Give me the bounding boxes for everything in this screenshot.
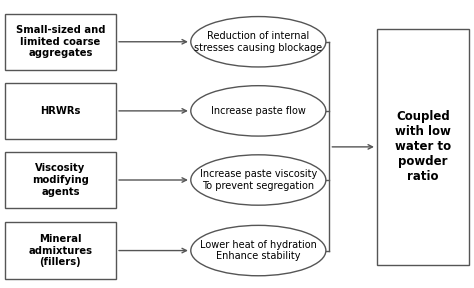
Text: Viscosity
modifying
agents: Viscosity modifying agents (32, 163, 89, 197)
Ellipse shape (191, 86, 326, 136)
Text: HRWRs: HRWRs (40, 106, 81, 116)
Text: Increase paste flow: Increase paste flow (211, 106, 306, 116)
Text: Small-sized and
limited coarse
aggregates: Small-sized and limited coarse aggregate… (16, 25, 105, 58)
Text: Mineral
admixtures
(fillers): Mineral admixtures (fillers) (28, 234, 92, 267)
FancyBboxPatch shape (5, 152, 116, 208)
Text: Increase paste viscosity
To prevent segregation: Increase paste viscosity To prevent segr… (200, 169, 317, 191)
Text: Coupled
with low
water to
powder
ratio: Coupled with low water to powder ratio (395, 110, 451, 183)
FancyBboxPatch shape (5, 83, 116, 139)
Ellipse shape (191, 155, 326, 205)
FancyBboxPatch shape (377, 29, 469, 265)
FancyBboxPatch shape (5, 14, 116, 70)
Ellipse shape (191, 17, 326, 67)
Ellipse shape (191, 225, 326, 276)
FancyBboxPatch shape (5, 222, 116, 279)
Text: Reduction of internal
stresses causing blockage: Reduction of internal stresses causing b… (194, 31, 322, 53)
Text: Lower heat of hydration
Enhance stability: Lower heat of hydration Enhance stabilit… (200, 240, 317, 262)
